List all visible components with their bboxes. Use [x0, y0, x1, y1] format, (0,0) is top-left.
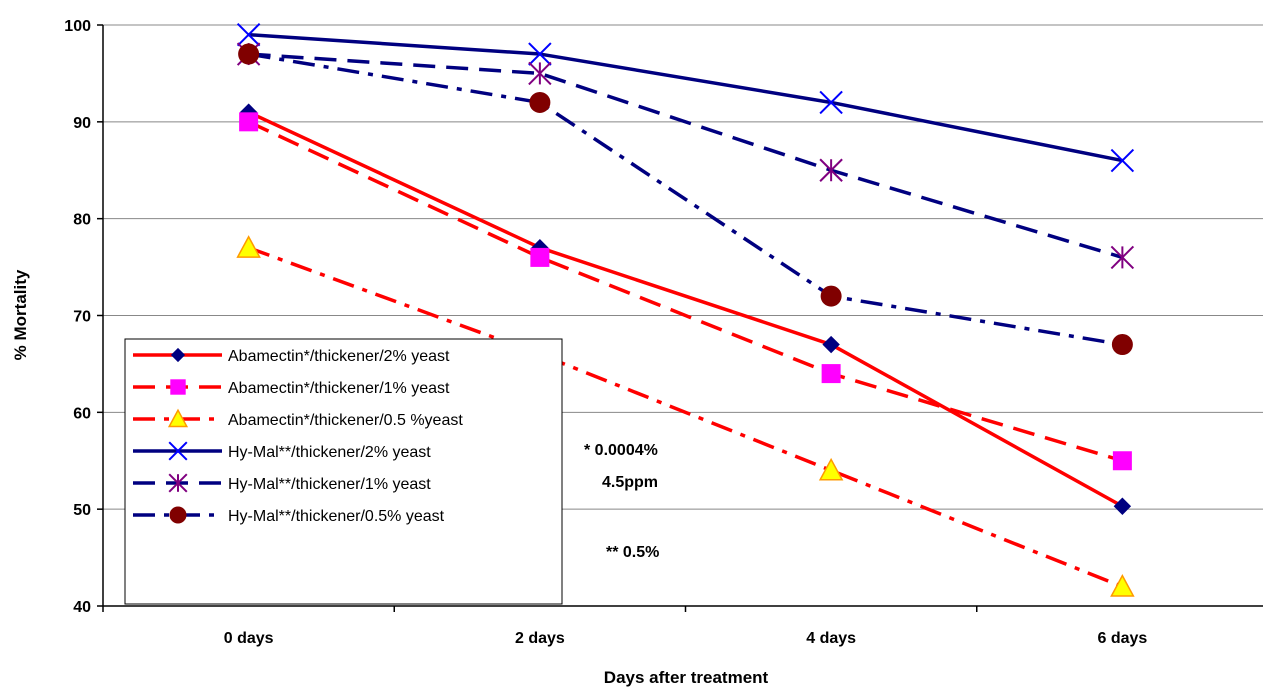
x-tick-label: 0 days: [224, 630, 274, 647]
legend-label: Hy-Mal**/thickener/1% yeast: [228, 476, 431, 493]
x-tick-label: 6 days: [1097, 630, 1147, 647]
data-point-x-marker: [168, 441, 188, 461]
annotation-hymal-conc: ** 0.5%: [606, 544, 659, 561]
series-path: [247, 120, 1123, 463]
x-ticks: 0 days 2 days 4 days 6 days: [102, 606, 1147, 647]
y-tick-label: 100: [64, 18, 91, 35]
y-tick-label: 80: [73, 212, 91, 229]
legend-label: Abamectin*/thickener/1% yeast: [228, 380, 450, 397]
annotation-abamectin-conc: * 0.0004%: [584, 442, 658, 459]
data-point-x-marker: [819, 90, 843, 115]
data-point-triangle-marker: [167, 408, 189, 428]
legend-label: Hy-Mal**/thickener/0.5% yeast: [228, 508, 445, 525]
series-path: [248, 246, 1124, 589]
y-tick-label: 70: [73, 309, 91, 326]
y-tick-label: 50: [73, 502, 91, 519]
legend-item: Abamectin*/thickener/2% yeast: [133, 347, 450, 365]
data-point-triangle-marker: [1110, 574, 1135, 597]
legend-label: Abamectin*/thickener/2% yeast: [228, 348, 450, 365]
series-line-2: [239, 112, 1132, 471]
y-tick-label: 40: [73, 599, 91, 616]
data-point-triangle-marker: [818, 457, 844, 481]
legend-item: Hy-Mal**/thickener/2% yeast: [133, 441, 431, 461]
legend-label: Hy-Mal**/thickener/2% yeast: [228, 444, 431, 461]
data-point-square-marker: [530, 247, 550, 267]
data-point-circle-marker: [1111, 334, 1133, 356]
y-tick-label: 90: [73, 115, 91, 132]
legend: Abamectin*/thickener/2% yeast Abamectin*/…: [124, 338, 563, 605]
series-line-4: [236, 22, 1135, 173]
series-line-6: [238, 43, 1133, 356]
data-point-star-marker: [1110, 245, 1135, 270]
data-point-star-marker: [168, 473, 188, 493]
series-path: [248, 52, 1123, 347]
data-point-diamond-marker: [170, 347, 186, 363]
data-point-square-marker: [239, 112, 259, 132]
data-point-circle-marker: [820, 285, 842, 307]
y-ticks: 40 50 60 70 80 90 100: [64, 18, 103, 616]
legend-item: Hy-Mal**/thickener/0.5% yeast: [133, 506, 445, 525]
series-line-1: [239, 103, 1132, 515]
annotations: * 0.0004% 4.5ppm ** 0.5%: [584, 442, 659, 561]
series-path: [247, 110, 1124, 508]
data-point-x-marker: [236, 22, 261, 47]
data-point-x-marker: [1110, 148, 1135, 173]
data-point-circle-marker: [169, 506, 187, 524]
data-point-triangle-marker: [236, 235, 261, 258]
data-point-circle-marker: [529, 91, 551, 113]
y-tick-label: 60: [73, 405, 91, 422]
series-path: [248, 32, 1123, 163]
x-axis-title: Days after treatment: [604, 668, 769, 687]
data-point-square-marker: [170, 379, 186, 395]
legend-item: Abamectin*/thickener/1% yeast: [133, 379, 450, 397]
annotation-abamectin-ppm: 4.5ppm: [602, 474, 658, 491]
legend-label: Abamectin*/thickener/0.5 %yeast: [228, 412, 463, 429]
legend-item: Hy-Mal**/thickener/1% yeast: [133, 473, 431, 493]
data-point-star-marker: [528, 61, 552, 86]
x-tick-label: 4 days: [806, 630, 856, 647]
data-point-x-marker: [528, 42, 552, 66]
y-axis-title: % Mortality: [11, 269, 30, 360]
data-point-diamond-marker: [1113, 497, 1132, 515]
series-path: [248, 52, 1123, 260]
x-tick-label: 2 days: [515, 630, 565, 647]
legend-item: Abamectin*/thickener/0.5 %yeast: [133, 408, 463, 429]
legend-box: [124, 338, 563, 605]
data-point-circle-marker: [238, 43, 260, 65]
data-point-diamond-marker: [822, 335, 840, 354]
data-point-star-marker: [819, 158, 843, 182]
data-point-square-marker: [821, 364, 841, 384]
data-point-square-marker: [1112, 451, 1132, 471]
